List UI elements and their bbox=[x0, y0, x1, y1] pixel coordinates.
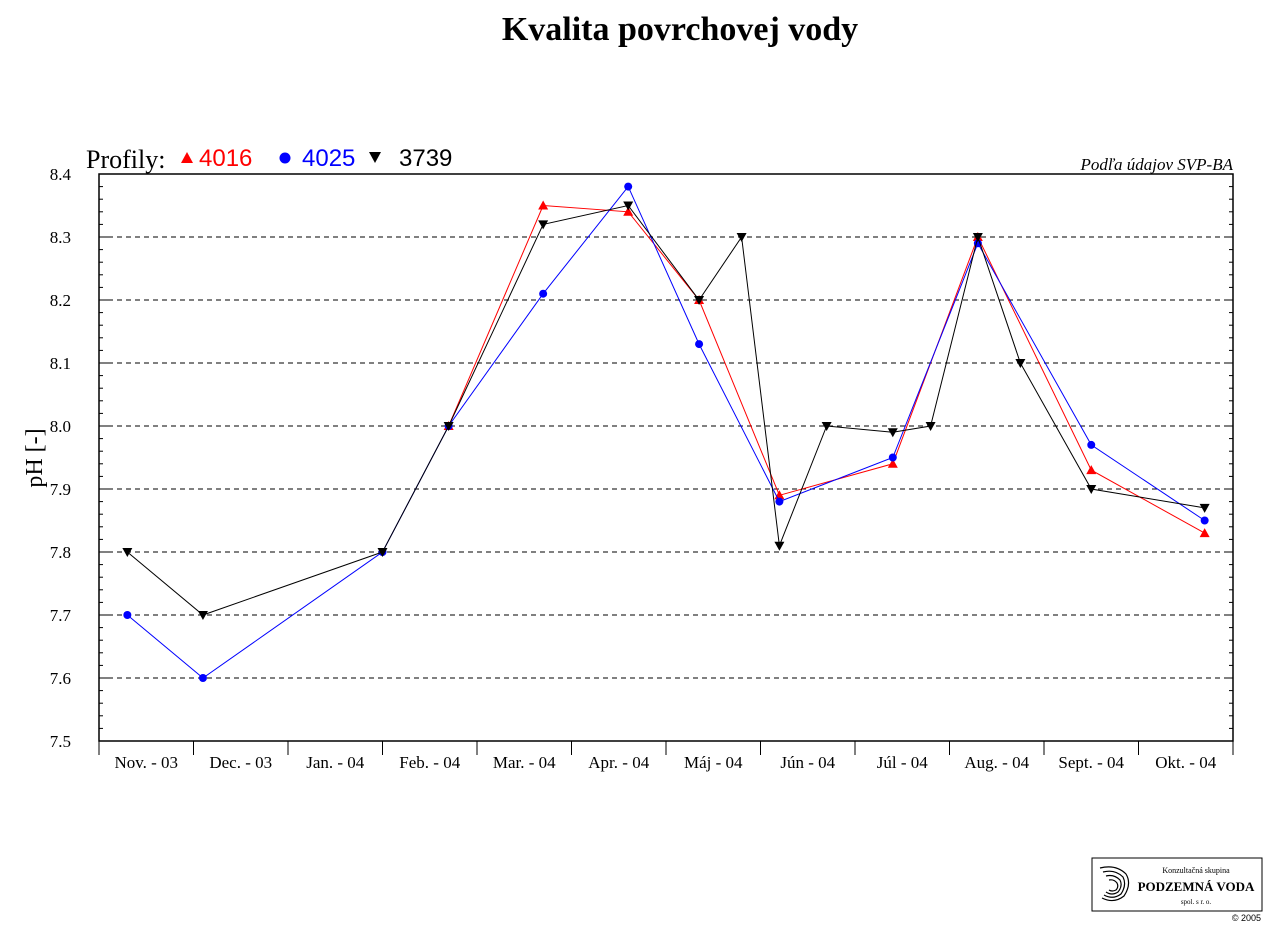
data-point-3739 bbox=[972, 233, 983, 242]
y-tick-label: 8.1 bbox=[50, 354, 71, 373]
legend-entry-4016: 4016 bbox=[199, 145, 252, 172]
data-point-3739 bbox=[694, 296, 705, 305]
logo-top-text: Konzultačná skupina bbox=[1162, 866, 1230, 875]
data-point-4025 bbox=[695, 340, 704, 349]
y-tick-label: 8.3 bbox=[50, 228, 71, 247]
source-note: Podľa údajov SVP-BA bbox=[1079, 155, 1233, 174]
data-point-4016 bbox=[538, 200, 549, 210]
data-point-4025 bbox=[775, 497, 784, 506]
data-point-3739 bbox=[538, 220, 549, 230]
logo-mark-icon bbox=[1099, 866, 1130, 902]
data-point-4016 bbox=[1086, 465, 1097, 475]
x-tick-label: Mar. - 04 bbox=[493, 753, 556, 772]
series-line-4016 bbox=[448, 204, 1205, 534]
x-tick-label: Feb. - 04 bbox=[399, 753, 460, 772]
y-tick-label: 8.0 bbox=[50, 417, 71, 436]
legend-label: Profily: bbox=[86, 145, 165, 174]
data-point-3739 bbox=[774, 541, 785, 551]
x-tick-label: Okt. - 04 bbox=[1155, 753, 1216, 772]
x-tick-label: Jún - 04 bbox=[780, 753, 835, 772]
plot-frame bbox=[98, 173, 1234, 742]
data-point-3739 bbox=[1086, 485, 1097, 494]
legend-entry-4025: 4025 bbox=[302, 145, 355, 172]
data-point-3739 bbox=[623, 201, 634, 211]
data-point-4016 bbox=[623, 206, 634, 216]
x-tick-label: Máj - 04 bbox=[684, 753, 743, 772]
y-tick-label: 7.7 bbox=[50, 606, 72, 625]
data-point-3739 bbox=[925, 422, 936, 431]
logo-name: PODZEMNÁ VODA bbox=[1138, 879, 1255, 894]
y-tick-label: 7.9 bbox=[50, 480, 71, 499]
data-point-4016 bbox=[1199, 528, 1210, 538]
data-point-4025 bbox=[539, 289, 548, 298]
legend-marker-4025 bbox=[279, 152, 291, 164]
data-point-3739 bbox=[821, 422, 832, 431]
x-tick-label: Aug. - 04 bbox=[964, 753, 1029, 772]
data-point-3739 bbox=[736, 233, 747, 242]
legend: Profily: 4016 4025 3739 bbox=[86, 145, 452, 174]
data-point-3739 bbox=[1015, 359, 1026, 368]
x-tick-label: Sept. - 04 bbox=[1058, 753, 1124, 772]
x-tick-label: Jan. - 04 bbox=[306, 753, 365, 772]
legend-marker-3739 bbox=[369, 152, 381, 163]
y-tick-label: 8.4 bbox=[50, 165, 72, 184]
x-tick-label: Júl - 04 bbox=[877, 753, 929, 772]
y-axis-label: pH [-] bbox=[22, 428, 48, 487]
data-point-3739 bbox=[377, 548, 388, 557]
y-tick-label: 8.2 bbox=[50, 291, 71, 310]
company-logo: Konzultačná skupina PODZEMNÁ VODA spol. … bbox=[1091, 857, 1263, 923]
logo-copyright: © 2005 bbox=[1232, 913, 1261, 923]
y-tick-label: 7.8 bbox=[50, 543, 71, 562]
legend-marker-4016 bbox=[181, 152, 193, 163]
data-point-4025 bbox=[1087, 440, 1096, 449]
series-line-3739 bbox=[127, 204, 1205, 616]
x-tick-label: Dec. - 03 bbox=[209, 753, 272, 772]
y-tick-label: 7.5 bbox=[50, 732, 71, 751]
data-point-4025 bbox=[123, 611, 132, 619]
logo-sub-text: spol. s r. o. bbox=[1181, 898, 1212, 906]
data-point-3739 bbox=[1199, 503, 1210, 513]
data-point-3739 bbox=[122, 548, 133, 557]
legend-entry-3739: 3739 bbox=[399, 145, 452, 172]
data-point-3739 bbox=[887, 428, 898, 438]
data-point-4016 bbox=[887, 458, 898, 468]
series-line-4025 bbox=[127, 185, 1205, 679]
y-tick-label: 7.6 bbox=[50, 669, 71, 688]
data-point-4025 bbox=[624, 182, 633, 191]
chart-title: Kvalita povrchovej vody bbox=[502, 11, 858, 48]
data-point-3739 bbox=[197, 611, 208, 620]
data-point-4025 bbox=[1200, 516, 1209, 525]
data-point-4025 bbox=[888, 453, 897, 462]
x-tick-label: Nov. - 03 bbox=[114, 753, 178, 772]
data-point-3739 bbox=[443, 422, 454, 431]
data-point-4025 bbox=[198, 674, 207, 682]
logo-frame bbox=[1091, 857, 1263, 912]
x-tick-label: Apr. - 04 bbox=[588, 753, 649, 772]
